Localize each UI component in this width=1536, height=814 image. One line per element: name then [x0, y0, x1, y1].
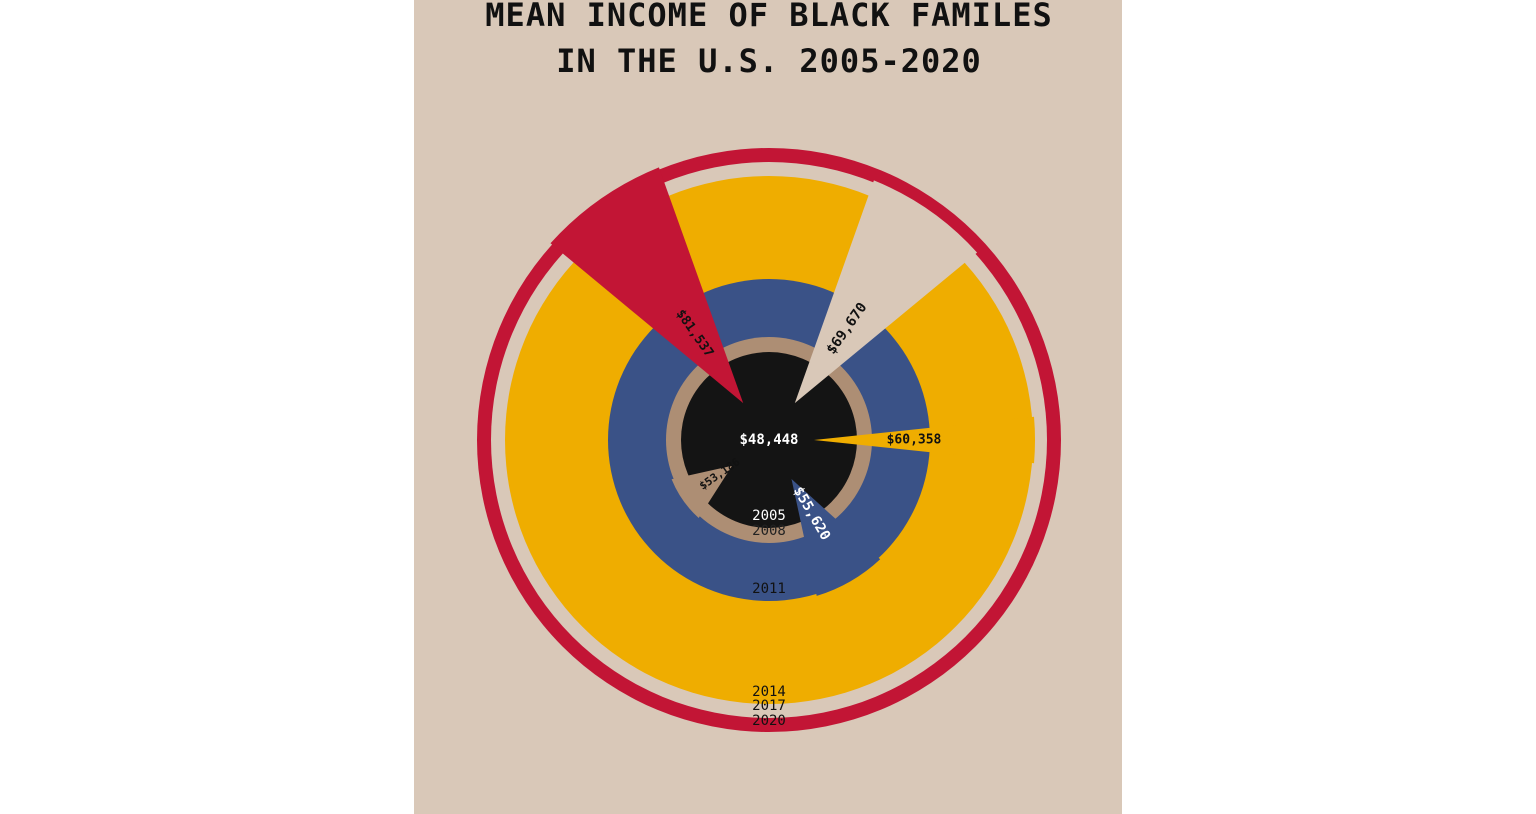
radial-income-chart: MEAN INCOME OF BLACK FAMILES IN THE U.S.…	[477, 0, 1061, 732]
chart-title-line-2: IN THE U.S. 2005-2020	[556, 42, 982, 80]
year-label-2014: 2014	[752, 684, 786, 700]
wedge-2017	[794, 180, 978, 404]
wedge-2008	[671, 465, 733, 518]
wedges-layer	[550, 167, 1036, 596]
wedge-2020	[550, 167, 744, 404]
chart-title-line-1: MEAN INCOME OF BLACK FAMILES	[485, 0, 1052, 34]
year-label-2017: 2017	[752, 698, 786, 714]
year-label-2020: 2020	[752, 713, 786, 729]
year-label-2011: 2011	[752, 581, 786, 597]
year-label-2005: 2005	[752, 508, 786, 524]
value-label-2014: $60,358	[887, 433, 942, 448]
year-label-2008: 2008	[752, 523, 786, 539]
chart-panel: MEAN INCOME OF BLACK FAMILES IN THE U.S.…	[414, 0, 1122, 814]
wedge-2014	[814, 416, 1036, 464]
ring-2005	[681, 352, 857, 528]
wedge-2011	[791, 479, 881, 596]
value-label-2005: $48,448	[739, 432, 798, 448]
